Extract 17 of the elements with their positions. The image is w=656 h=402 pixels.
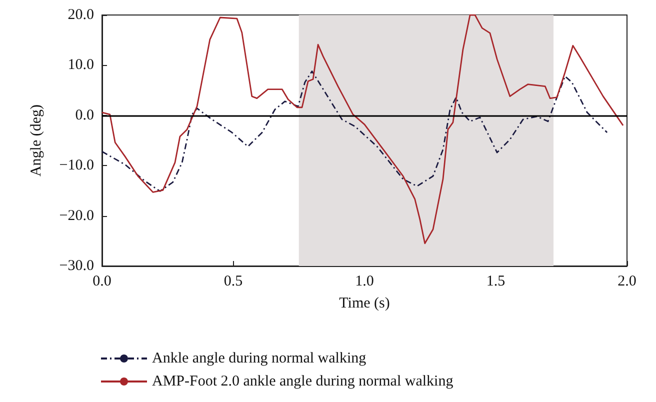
y-tick-label: 20.0 [68,7,94,23]
y-tick-label: −30.0 [59,258,94,274]
x-tick-label: 0.0 [92,274,112,290]
x-tick-label: 2.0 [618,274,636,290]
x-tick-label: 1.0 [355,274,374,290]
x-tick-label: 1.5 [486,274,506,290]
legend-label: AMP-Foot 2.0 ankle angle during normal walking [152,374,454,390]
x-axis-title: Time (s) [339,296,390,312]
line-series [101,14,624,244]
y-tick-label: −10.0 [59,158,94,174]
y-tick-label: 10.0 [68,57,94,74]
x-tick-label: 0.5 [224,274,243,290]
line-series [101,70,608,192]
y-tick-label: −20.0 [59,208,94,224]
y-tick-label: 0.0 [75,107,94,124]
y-axis-title: Angle (deg) [28,104,44,177]
legend-label: Ankle angle during normal walking [152,350,367,366]
